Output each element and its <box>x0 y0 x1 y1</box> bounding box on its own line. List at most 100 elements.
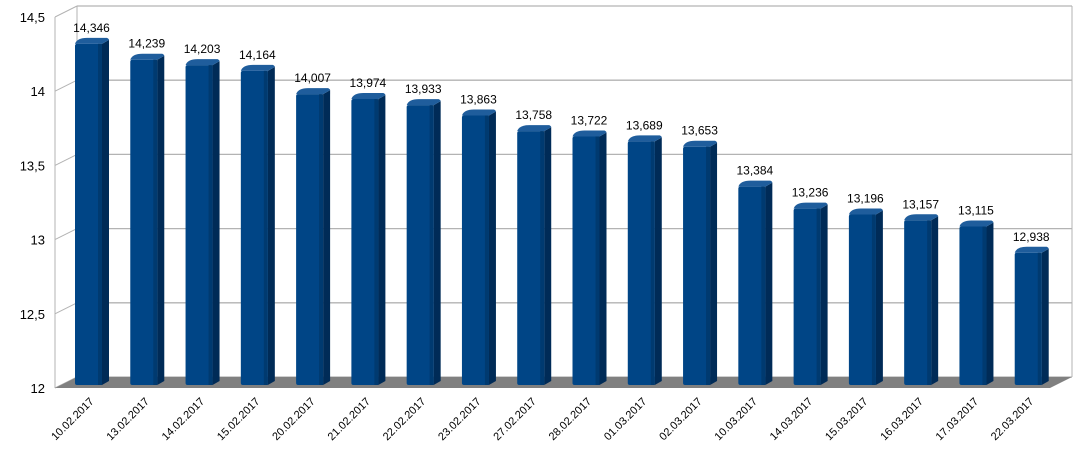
bar-top <box>185 59 220 66</box>
x-tick-label: 23.02.2017 <box>436 396 483 443</box>
value-label: 12,938 <box>1013 230 1050 244</box>
bar-side <box>654 137 662 385</box>
bar-edge <box>540 131 545 385</box>
x-tick-label: 01.03.2017 <box>602 396 649 443</box>
x-tick-label: 02.03.2017 <box>657 396 704 443</box>
bar <box>75 37 109 385</box>
bar-top <box>406 99 441 106</box>
value-label: 13,384 <box>736 164 773 178</box>
bar-side <box>710 142 718 385</box>
bar-side <box>820 204 828 385</box>
x-tick-label: 27.02.2017 <box>491 396 538 443</box>
x-tick-label: 14.03.2017 <box>768 396 815 443</box>
value-label: 13,758 <box>515 108 552 122</box>
x-tick-label: 13.02.2017 <box>104 396 151 443</box>
bar-edge <box>982 226 987 385</box>
x-tick-label: 22.02.2017 <box>381 396 428 443</box>
bar-front <box>296 94 324 386</box>
value-label: 13,236 <box>792 186 829 200</box>
x-tick-label: 15.03.2017 <box>823 396 870 443</box>
bar-top <box>793 202 828 209</box>
bar <box>793 202 828 385</box>
bar-front <box>683 146 711 385</box>
bar-front <box>406 105 434 386</box>
bar <box>683 140 718 385</box>
value-label: 13,115 <box>958 204 994 218</box>
value-label: 14,164 <box>239 48 276 62</box>
bar-top <box>683 140 718 147</box>
bar-edge <box>208 65 213 385</box>
value-label: 13,157 <box>902 197 939 211</box>
left-wall-gridline <box>54 79 78 92</box>
bar <box>296 88 331 386</box>
bar-front <box>461 115 489 386</box>
bar-front <box>351 99 379 385</box>
value-label: 13,863 <box>460 93 497 107</box>
bar <box>904 214 939 385</box>
x-tick-label: 14.02.2017 <box>160 396 207 443</box>
x-tick-label: 15.02.2017 <box>215 396 262 443</box>
bar <box>572 130 607 385</box>
bar-side <box>599 132 607 385</box>
bar <box>959 220 994 385</box>
bar-side <box>323 90 331 386</box>
bar-edge <box>263 70 268 385</box>
bar-front <box>793 208 821 385</box>
bar-top <box>1014 246 1049 253</box>
bar-top <box>738 180 773 187</box>
bar-side <box>986 222 994 385</box>
bar-front <box>185 65 213 385</box>
bar-side <box>765 182 773 385</box>
bar-side <box>267 66 275 385</box>
bar-top <box>517 125 552 132</box>
bar-side <box>433 101 441 386</box>
left-wall-gridline <box>54 153 78 166</box>
value-label: 14,239 <box>128 37 165 51</box>
bar-front <box>130 59 158 386</box>
bar-front <box>904 220 932 385</box>
y-tick-label: 14,5 <box>20 10 45 25</box>
x-tick-label: 16.03.2017 <box>878 396 925 443</box>
bar <box>627 135 662 385</box>
bar-side <box>544 127 552 386</box>
bar-front <box>848 214 876 385</box>
bar-front <box>627 141 655 385</box>
bar-edge <box>871 214 876 385</box>
bar-front <box>572 136 600 385</box>
bar-top <box>75 37 109 44</box>
left-wall-gridline <box>54 5 78 18</box>
bar-front <box>75 43 102 385</box>
value-label: 13,933 <box>405 82 442 96</box>
bar-top <box>461 109 496 116</box>
bar-edge <box>650 141 655 385</box>
bar-edge <box>927 220 932 385</box>
bar-edge <box>761 186 766 385</box>
bar-top <box>627 135 662 142</box>
bar <box>461 109 496 386</box>
bar-edge <box>98 43 102 385</box>
bar-edge <box>374 99 379 385</box>
bar-top <box>572 130 607 137</box>
bar-side <box>378 95 386 385</box>
bar-front <box>959 226 987 385</box>
bar-edge <box>706 146 711 385</box>
bar-front <box>738 186 766 385</box>
x-tick-label: 10.03.2017 <box>713 396 760 443</box>
value-label: 13,653 <box>681 124 718 138</box>
y-tick-label: 14 <box>31 84 45 99</box>
bar-edge <box>816 208 821 385</box>
x-tick-label: 20.02.2017 <box>270 396 317 443</box>
value-label: 13,722 <box>571 113 608 127</box>
x-tick-label: 21.02.2017 <box>326 396 373 443</box>
bar-top <box>296 88 331 95</box>
bar <box>240 64 275 385</box>
bar-side <box>875 210 883 385</box>
bar <box>351 93 386 385</box>
y-tick-label: 13,5 <box>20 158 45 173</box>
bar <box>185 59 220 385</box>
bar-edge <box>429 105 434 386</box>
bar-side <box>157 55 165 386</box>
bar-side <box>488 111 496 386</box>
